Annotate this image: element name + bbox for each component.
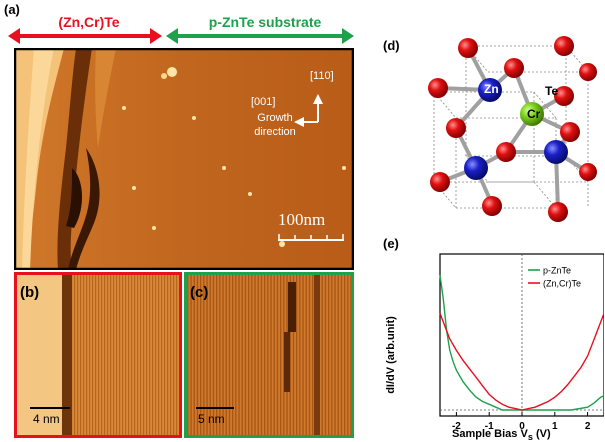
x-tick-label: 2 — [585, 421, 591, 432]
panel-c-label: (c) — [190, 284, 209, 301]
scalebar-5nm: 5 nm — [198, 412, 225, 426]
atom-label-te: Te — [545, 84, 559, 98]
x-axis-label-main: Sample Bias V — [452, 428, 528, 440]
direction-110-label: [110] — [310, 70, 334, 82]
panel-d-label: (d) — [383, 38, 400, 53]
substrate-region-label: p-ZnTe substrate — [208, 14, 322, 30]
direction-001-label: [001] — [251, 96, 276, 108]
didv-chart: -2 -1 0 1 2 p-ZnTe (Zn,Cr)Te — [439, 253, 604, 432]
x-axis-label-sub: s — [527, 432, 533, 442]
legend-label-1: (Zn,Cr)Te — [543, 279, 581, 289]
panel-b-label: (b) — [20, 284, 40, 301]
panel-a-label: (a) — [4, 2, 20, 17]
stm-image-b — [14, 272, 182, 438]
growth-label-2: direction — [254, 126, 296, 138]
x-tick-label: 1 — [552, 421, 558, 432]
stm-image-c — [184, 272, 354, 438]
x-tick-label: -2 — [452, 421, 461, 432]
atom-label-zn: Zn — [484, 82, 499, 96]
scalebar-100nm: 100nm — [278, 210, 326, 229]
x-axis-label: Sample Bias Vs (V) — [452, 428, 551, 442]
red-double-arrow — [8, 28, 162, 44]
x-axis-label-unit: (V) — [532, 428, 551, 440]
crystal-structure — [428, 36, 597, 222]
y-axis-label: dI/dV (arb.unit) — [385, 316, 397, 394]
atom-label-cr: Cr — [527, 107, 541, 121]
green-double-arrow — [166, 28, 354, 44]
scalebar-4nm: 4 nm — [33, 412, 60, 426]
legend-label-0: p-ZnTe — [543, 266, 571, 276]
stm-image-large — [14, 48, 354, 270]
panel-e-label: (e) — [383, 236, 399, 251]
zncrte-region-label: (Zn,Cr)Te — [58, 14, 120, 30]
x-tick-label: 0 — [519, 421, 525, 432]
growth-label-1: Growth — [257, 112, 293, 124]
series-line-0 — [439, 275, 604, 411]
x-tick-label: -1 — [485, 421, 494, 432]
series-line-1 — [439, 313, 604, 411]
y-axis-label-box: dI/dV (arb.unit) — [381, 300, 401, 410]
